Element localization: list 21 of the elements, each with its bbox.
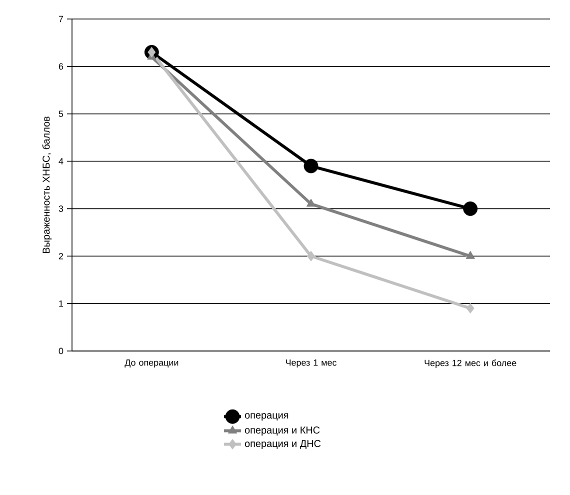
x-tick-label: До операции <box>124 360 178 368</box>
legend-label: операция <box>244 413 288 421</box>
point <box>307 250 315 262</box>
x-tick-label: Через 12 мес и более <box>424 360 516 368</box>
y-tick-label: 2 <box>58 252 64 260</box>
y-tick-label: 5 <box>58 110 64 117</box>
point <box>463 201 478 216</box>
y-tick-label: 3 <box>58 206 64 212</box>
y-tick-label: 6 <box>58 63 64 70</box>
x-tick-label: Через 1 мес <box>286 360 336 368</box>
point <box>304 158 318 174</box>
y-axis-title: Выраженность ХНБС, баллов <box>42 116 52 254</box>
y-tick-label: 0 <box>58 348 64 354</box>
y-tick-label: 7 <box>58 16 64 22</box>
legend-label: операция и ДНС <box>244 440 321 450</box>
point <box>466 303 474 314</box>
point <box>466 250 475 259</box>
y-tick-label: 4 <box>58 158 64 164</box>
point <box>306 198 316 207</box>
y-tick-label: 1 <box>59 300 64 307</box>
legend-label: операция и КНС <box>244 426 320 436</box>
